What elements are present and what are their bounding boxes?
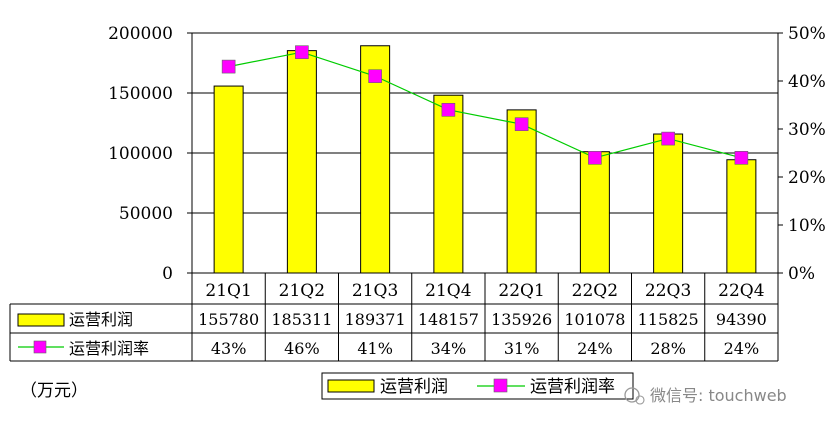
line-path <box>228 51 742 159</box>
rate-value-cell: 46% <box>284 339 320 358</box>
bar-value-cell: 148157 <box>418 310 479 329</box>
left-axis-ticks: 0 50000 100000 150000 200000 <box>108 24 192 284</box>
wechat-icon-dot <box>635 395 645 405</box>
line-point <box>734 151 749 165</box>
line-point <box>221 59 236 74</box>
rate-value-cell: 31% <box>504 339 540 358</box>
rate-value-cell: 24% <box>577 339 613 358</box>
watermark-text: 微信号: touchweb <box>650 386 787 405</box>
line-point <box>368 69 382 83</box>
bar-value-cell: 155780 <box>198 310 259 329</box>
right-tick-label: 10% <box>788 216 826 236</box>
category-label: 22Q1 <box>498 281 544 301</box>
rate-value-cell: 41% <box>357 339 393 358</box>
legend-bar-swatch <box>327 379 375 393</box>
table-bar-swatch <box>17 313 65 327</box>
watermark: 微信号: touchweb <box>624 386 787 405</box>
rate-value-cell: 24% <box>724 339 760 358</box>
wechat-icon <box>624 387 640 403</box>
legend-line-label: 运营利润率 <box>530 377 615 397</box>
line-point <box>661 131 675 146</box>
bar-value-cell: 185311 <box>271 310 332 329</box>
bar-value-cell: 189371 <box>345 310 406 329</box>
rate-value-cell: 43% <box>211 339 247 358</box>
bar-series <box>213 45 757 274</box>
unit-label: （万元） <box>20 381 88 401</box>
category-label: 21Q4 <box>425 281 471 301</box>
category-label: 21Q1 <box>205 281 251 301</box>
bar <box>433 94 464 274</box>
right-tick-label: 40% <box>788 72 826 92</box>
legend: 运营利润 运营利润率 <box>321 372 634 400</box>
table-line-marker <box>33 340 47 354</box>
bar-value-cell: 115825 <box>638 310 699 329</box>
left-tick-label: 0 <box>162 264 173 284</box>
data-table: 21Q1 155780 43% 21Q2 185311 46% 21Q3 189371 41% 2… <box>9 272 779 362</box>
bar-value-cell: 94390 <box>716 310 767 329</box>
table-line-series-label: 运营利润率 <box>69 339 149 358</box>
line-series <box>221 45 749 165</box>
category-label: 21Q3 <box>352 281 398 301</box>
category-label: 22Q3 <box>645 281 691 301</box>
left-tick-label: 150000 <box>108 84 173 104</box>
bar <box>579 151 610 274</box>
line-point <box>588 151 602 165</box>
bar <box>213 85 244 274</box>
category-label: 21Q2 <box>279 281 325 301</box>
rate-value-cell: 34% <box>431 339 467 358</box>
left-tick-label: 200000 <box>108 24 173 44</box>
line-point <box>295 45 309 60</box>
left-tick-label: 50000 <box>119 204 173 224</box>
rate-value-cell: 28% <box>650 339 686 358</box>
gridlines <box>192 32 778 214</box>
category-label: 22Q2 <box>572 281 618 301</box>
legend-bar-label: 运营利润 <box>380 377 448 397</box>
right-tick-label: 0% <box>788 264 815 284</box>
category-label: 22Q4 <box>718 281 764 301</box>
bar-value-cell: 135926 <box>491 310 552 329</box>
bar <box>653 133 684 274</box>
bar <box>360 45 391 274</box>
line-point <box>441 103 456 117</box>
line-point <box>514 117 529 131</box>
right-tick-label: 50% <box>788 24 826 44</box>
bar <box>726 159 757 274</box>
right-axis-ticks: 0% 10% 20% 30% 40% 50% <box>778 24 826 284</box>
bar <box>506 109 537 274</box>
right-tick-label: 30% <box>788 120 826 140</box>
legend-line-marker <box>493 378 508 393</box>
table-bar-series-label: 运营利润 <box>69 310 133 329</box>
bar <box>286 50 317 274</box>
right-tick-label: 20% <box>788 168 826 188</box>
bar-value-cell: 101078 <box>564 310 625 329</box>
left-tick-label: 100000 <box>108 144 173 164</box>
